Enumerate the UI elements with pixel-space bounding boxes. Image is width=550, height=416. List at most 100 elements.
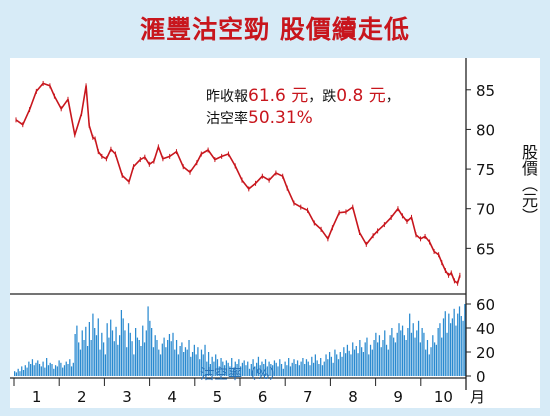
- chart-panel: 65 70 75 80 85 0 20 40 60 1 2 3 4 5 6 7 8 9 10 月 昨收報61.6 元，…: [10, 58, 540, 408]
- volume-bar: [314, 354, 316, 376]
- volume-bar: [323, 361, 325, 376]
- volume-bar: [405, 340, 407, 376]
- volume-bar: [305, 359, 308, 376]
- volume-bar: [168, 334, 171, 376]
- volume-bar: [79, 349, 82, 376]
- volume-bar: [407, 328, 409, 376]
- volume-bar: [298, 365, 300, 376]
- volume-bar: [256, 362, 258, 376]
- volume-bar: [425, 349, 427, 376]
- volume-bar: [177, 354, 179, 376]
- volume-bar: [437, 328, 439, 376]
- volume-bar: [152, 347, 155, 376]
- volume-bar: [126, 347, 128, 376]
- month-unit-label: 月: [470, 388, 485, 406]
- volume-bar: [62, 367, 64, 376]
- volume-bar: [448, 313, 450, 376]
- volume-bar: [293, 359, 295, 376]
- volume-bar: [172, 332, 174, 376]
- volume-bar: [279, 359, 281, 376]
- volume-bar: [352, 342, 354, 376]
- volume-bar: [97, 318, 99, 376]
- volume-bar: [83, 340, 85, 376]
- month-label: 8: [348, 388, 358, 406]
- volume-bar: [122, 318, 124, 376]
- volume-tick-label: 40: [476, 320, 495, 338]
- volume-bar: [199, 359, 201, 376]
- volume-bar: [60, 362, 62, 376]
- volume-bar: [197, 347, 199, 376]
- volume-bar: [111, 330, 114, 376]
- volume-bar: [231, 358, 233, 376]
- volume-bar: [304, 364, 306, 376]
- volume-bar: [120, 310, 123, 376]
- volume-bar: [366, 337, 368, 376]
- volume-bar: [252, 359, 254, 376]
- volume-bar: [238, 359, 240, 376]
- volume-bar: [15, 372, 18, 376]
- volume-bar: [264, 359, 267, 376]
- short-value: 50.31%: [248, 108, 313, 128]
- volume-bar: [353, 349, 356, 376]
- volume-bar: [384, 330, 386, 376]
- volume-bar: [412, 323, 414, 376]
- volume-bar: [277, 366, 279, 376]
- volume-bar: [159, 354, 162, 376]
- volume-bar: [263, 364, 265, 376]
- volume-bar: [364, 342, 366, 376]
- volume-bar: [373, 340, 375, 376]
- volume-bar: [213, 361, 215, 376]
- volume-bar: [65, 361, 67, 376]
- volume-bar: [170, 341, 172, 376]
- close-prefix: 昨收報: [206, 89, 248, 105]
- volume-bar: [398, 323, 400, 376]
- volume-bar: [430, 347, 432, 376]
- volume-bar: [76, 325, 78, 376]
- volume-bar: [94, 328, 96, 376]
- volume-bar: [369, 344, 372, 376]
- volume-bar: [449, 323, 452, 376]
- volume-bar: [223, 365, 226, 376]
- volume-bar: [67, 364, 69, 376]
- volume-bar: [110, 319, 112, 376]
- volume-tick-label: 0: [476, 368, 486, 386]
- close-value: 61.6 元: [248, 86, 309, 106]
- volume-bar: [385, 344, 388, 376]
- volume-bar: [446, 332, 448, 376]
- volume-bar: [387, 349, 389, 376]
- volume-bar: [348, 350, 350, 376]
- volume-bar: [193, 344, 195, 376]
- price-tick-label: 70: [476, 201, 495, 219]
- short-label: 沽空率: [206, 111, 248, 127]
- volume-bar: [211, 356, 213, 376]
- volume-bar: [428, 354, 430, 376]
- volume-bar: [232, 367, 235, 376]
- volume-bar: [288, 358, 290, 376]
- volume-bar: [391, 328, 393, 376]
- volume-bar: [380, 347, 382, 376]
- volume-bar: [140, 346, 142, 376]
- volume-bar: [396, 332, 398, 376]
- volume-bar: [442, 318, 445, 376]
- volume-bar: [72, 362, 74, 376]
- volume-bar: [401, 325, 404, 376]
- volume-bar: [131, 341, 133, 376]
- volume-bar: [336, 354, 338, 376]
- volume-bar: [42, 361, 44, 376]
- volume-bar: [240, 366, 242, 376]
- volume-bar: [81, 330, 83, 376]
- volume-bar: [273, 360, 276, 376]
- volume-bar: [188, 340, 190, 376]
- volume-bar: [35, 362, 37, 376]
- volume-bar: [154, 335, 156, 376]
- volume-bar: [250, 364, 252, 376]
- volume-bar: [245, 365, 247, 376]
- volume-bar: [394, 342, 397, 376]
- volume-bar: [334, 349, 336, 376]
- volume-bar: [113, 341, 115, 376]
- volume-bar: [234, 361, 236, 376]
- volume-bar: [31, 359, 34, 376]
- volume-bar: [268, 361, 270, 376]
- volume-bar: [444, 311, 446, 376]
